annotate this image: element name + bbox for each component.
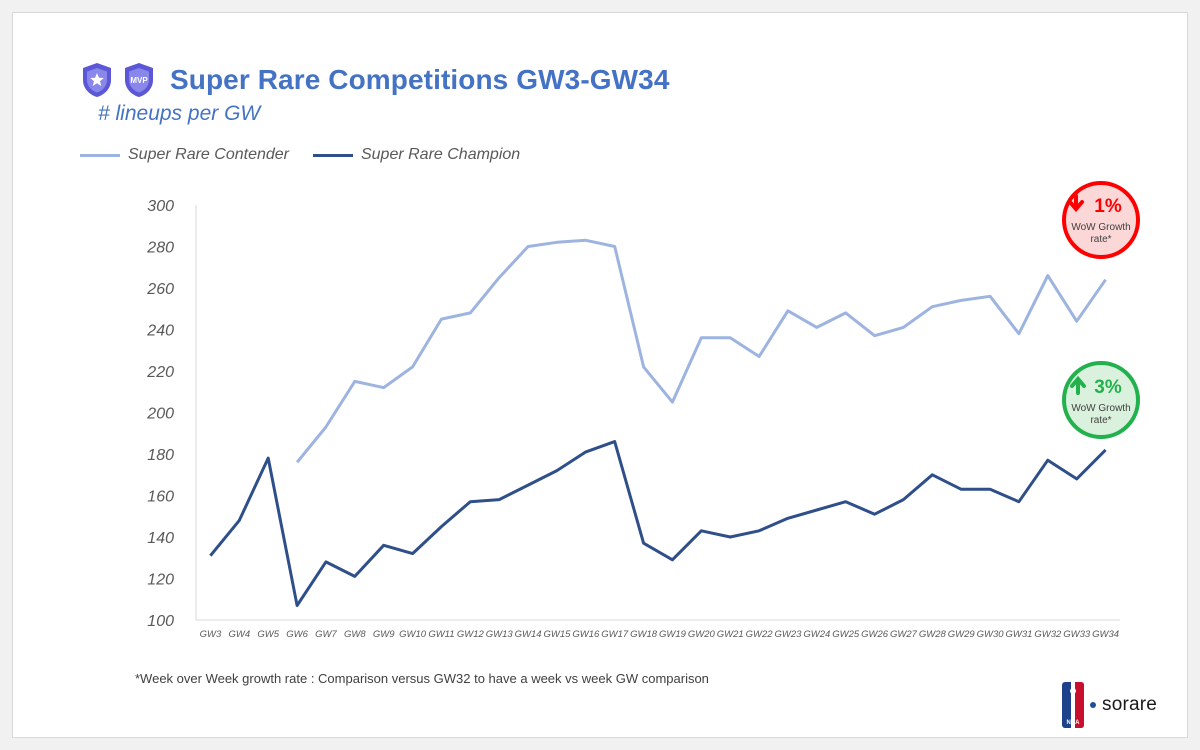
arrow-up-icon <box>1070 375 1086 395</box>
x-tick-label: GW31 <box>1005 629 1032 640</box>
callout-champion-label1: WoW Growth <box>1071 403 1130 414</box>
logo: NBA sorare <box>1062 682 1157 728</box>
shield-star-icon <box>83 63 111 97</box>
x-tick-label: GW14 <box>515 629 542 640</box>
chart-subtitle: # lineups per GW <box>98 102 261 125</box>
callout-contender-label2: rate* <box>1090 234 1111 245</box>
arrow-down-icon <box>1068 194 1084 213</box>
series-lines <box>209 238 1107 607</box>
legend-label-champion: Super Rare Champion <box>360 146 521 163</box>
y-tick-label: 100 <box>147 613 174 630</box>
x-tick-label: GW8 <box>344 629 366 640</box>
x-tick-label: GW13 <box>486 629 514 640</box>
x-tick-label: GW18 <box>630 629 658 640</box>
nba-logo-icon: NBA <box>1062 682 1084 728</box>
x-tick-label: GW26 <box>861 629 889 640</box>
x-tick-label: GW7 <box>315 629 337 640</box>
x-tick-label: GW22 <box>746 629 774 640</box>
y-tick-label: 300 <box>147 198 174 215</box>
callout-contender-value: 1% <box>1094 196 1122 217</box>
chart-card <box>12 12 1188 738</box>
x-tick-label: GW4 <box>228 629 250 640</box>
legend-item-contender: Super Rare Contender <box>80 146 289 164</box>
x-tick-label: GW16 <box>572 629 600 640</box>
x-tick-label: GW34 <box>1092 629 1119 640</box>
y-tick-label: 220 <box>146 364 174 381</box>
y-tick-label: 120 <box>147 572 174 589</box>
title-row: MVP Super Rare Competitions GW3-GW34 <box>80 62 670 98</box>
series-line-champion <box>209 440 1107 607</box>
y-tick-label: 180 <box>147 447 174 464</box>
y-tick-label: 260 <box>146 281 174 298</box>
callout-contender-circle <box>1062 181 1140 259</box>
x-tick-label: GW9 <box>373 629 395 640</box>
footnote: *Week over Week growth rate : Comparison… <box>135 671 709 686</box>
legend-swatch-champion <box>312 153 353 157</box>
nba-logo-text: NBA <box>1067 720 1081 726</box>
x-tick-label: GW32 <box>1034 629 1062 640</box>
legend: Super Rare Contender Super Rare Champion <box>80 146 544 164</box>
x-tick-label: GW27 <box>890 629 918 640</box>
x-tick-label: GW33 <box>1063 629 1091 640</box>
x-tick-label: GW10 <box>399 629 427 640</box>
x-tick-label: GW19 <box>659 629 687 640</box>
y-tick-label: 240 <box>146 323 174 340</box>
y-tick-label: 140 <box>147 530 174 547</box>
mvp-badge-text: MVP <box>130 76 148 85</box>
legend-swatch-contender <box>80 153 120 157</box>
legend-item-champion: Super Rare Champion <box>312 146 521 164</box>
x-tick-label: GW6 <box>286 629 308 640</box>
callout-champion-value: 3% <box>1094 377 1122 398</box>
x-tick-label: GW3 <box>200 629 222 640</box>
y-tick-label: 280 <box>146 240 174 257</box>
x-tick-label: GW23 <box>774 629 802 640</box>
legend-label-contender: Super Rare Contender <box>128 146 289 163</box>
y-tick-label: 200 <box>146 406 174 423</box>
shield-mvp-icon: MVP <box>125 63 153 97</box>
callout-contender-label1: WoW Growth <box>1071 222 1130 233</box>
x-tick-label: GW25 <box>832 629 860 640</box>
chart-title: Super Rare Competitions GW3-GW34 <box>170 64 670 95</box>
x-tick-label: GW11 <box>428 629 454 640</box>
x-tick-labels: GW3 GW4 GW5 GW6 GW7 GW8 GW9 GW10 GW11 GW12 GW13 GW1… <box>200 629 1119 640</box>
x-tick-label: GW30 <box>977 629 1005 640</box>
x-tick-label: GW21 <box>717 629 744 640</box>
x-tick-label: GW29 <box>948 629 976 640</box>
x-tick-label: GW5 <box>257 629 279 640</box>
y-tick-labels: 100 120 140 160 180 200 220 240 260 280 300 <box>146 198 174 630</box>
callout-contender: 1% WoW Growth rate* <box>1062 181 1140 259</box>
y-tick-label: 160 <box>147 489 174 506</box>
x-tick-label: GW28 <box>919 629 947 640</box>
x-tick-label: GW17 <box>601 629 629 640</box>
x-tick-label: GW24 <box>803 629 830 640</box>
series-line-contender <box>295 238 1107 464</box>
x-tick-label: GW15 <box>543 629 571 640</box>
x-tick-label: GW20 <box>688 629 716 640</box>
logo-dot <box>1090 702 1096 708</box>
x-tick-label: GW12 <box>457 629 485 640</box>
callout-champion: 3% WoW Growth rate* <box>1062 361 1140 439</box>
logo-brand: sorare <box>1102 694 1158 715</box>
callout-champion-label2: rate* <box>1090 415 1111 426</box>
